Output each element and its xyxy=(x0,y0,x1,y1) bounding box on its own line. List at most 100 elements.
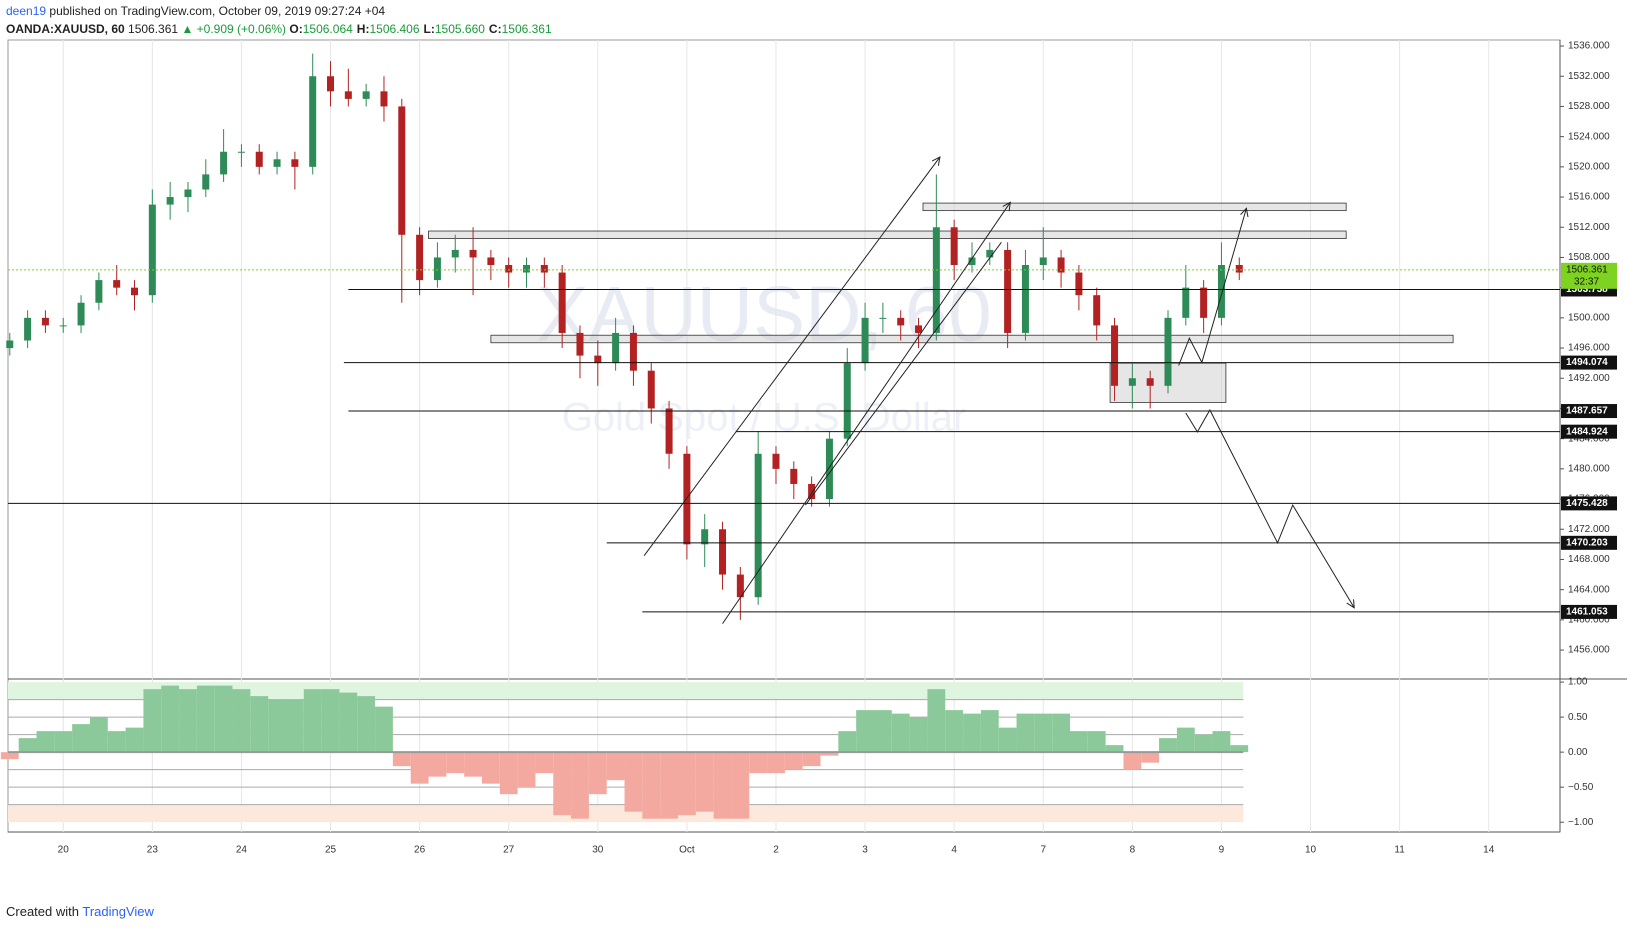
x-tick-label: 24 xyxy=(236,845,248,856)
candle-body xyxy=(808,483,816,500)
header: deen19 published on TradingView.com, Oct… xyxy=(6,2,556,38)
candle-body xyxy=(1093,295,1101,326)
candle-body xyxy=(1146,378,1154,386)
indicator-bar xyxy=(0,752,19,760)
candle-body xyxy=(683,453,691,545)
candle-body xyxy=(451,249,459,258)
y-tick-label: 1512.000 xyxy=(1568,222,1610,233)
candle-body xyxy=(986,249,994,258)
candle-body xyxy=(24,317,32,341)
candle-body xyxy=(416,234,424,281)
indicator-bar xyxy=(945,710,964,753)
candle-body xyxy=(380,91,388,107)
ohlc: O:1506.064 H:1506.406 L:1505.660 C:1506.361 xyxy=(289,22,555,36)
candle-body xyxy=(327,76,335,92)
indicator-bar xyxy=(980,710,999,753)
candle-body xyxy=(273,159,281,167)
candle-body xyxy=(701,529,709,545)
x-tick-label: 9 xyxy=(1219,845,1225,856)
y-tick-label: 1524.000 xyxy=(1568,131,1610,142)
candle-body xyxy=(113,280,121,288)
ohlc-key: L: xyxy=(423,22,435,36)
indicator-bar xyxy=(339,692,358,753)
indicator-bar xyxy=(1212,731,1231,753)
candle-body xyxy=(6,340,14,349)
footer: Created with TradingView xyxy=(6,904,154,919)
trendline xyxy=(804,242,1002,506)
x-tick-label: 25 xyxy=(325,845,337,856)
indicator-bar xyxy=(731,752,750,819)
candle-body xyxy=(1235,264,1243,273)
candle-body xyxy=(77,302,85,326)
y-tick-label: 1.00 xyxy=(1568,677,1588,688)
candle-body xyxy=(1075,272,1083,296)
indicator-bar xyxy=(873,710,892,753)
indicator-bar xyxy=(1159,738,1177,753)
candle-body xyxy=(1004,249,1012,333)
indicator-bar xyxy=(535,752,554,774)
candle-body xyxy=(915,325,923,333)
zone xyxy=(428,230,1347,239)
y-tick-label: 1484.000 xyxy=(1568,433,1610,444)
indicator-bar xyxy=(143,689,162,753)
x-tick-label: Oct xyxy=(679,845,695,856)
indicator-bar xyxy=(927,689,946,753)
ohlc-key: C: xyxy=(488,22,502,36)
x-tick-label: 30 xyxy=(592,845,604,856)
indicator-bar xyxy=(749,752,768,774)
indicator-bar xyxy=(891,713,910,753)
candle-body xyxy=(790,468,798,484)
candle-body xyxy=(291,159,299,167)
zone xyxy=(922,202,1347,212)
indicator-bar xyxy=(588,752,607,795)
candle-body xyxy=(665,408,673,454)
y-tick-label: −0.50 xyxy=(1568,782,1594,793)
y-tick-label: −1.00 xyxy=(1568,817,1594,828)
trendline xyxy=(643,157,940,556)
y-tick-label: 1456.000 xyxy=(1568,645,1610,656)
candle-body xyxy=(487,257,495,265)
indicator-bar xyxy=(125,727,144,753)
candle-body xyxy=(719,529,727,575)
indicator-bar xyxy=(713,752,732,819)
candle-body xyxy=(594,355,602,364)
indicator-bar xyxy=(179,689,197,753)
indicator-bar xyxy=(856,710,874,753)
indicator-bar xyxy=(428,752,447,777)
indicator-bar xyxy=(357,696,376,753)
candle-body xyxy=(950,227,958,265)
candle-body xyxy=(879,317,887,319)
indicator-bar xyxy=(285,699,304,753)
publisher[interactable]: deen19 xyxy=(6,4,47,18)
level-label: 1461.053 xyxy=(1566,607,1608,618)
candle-body xyxy=(772,453,780,469)
candle-body xyxy=(95,280,103,303)
watermark-sub: Gold Spot / U.S. Dollar xyxy=(562,396,967,440)
y-tick-label: 0.00 xyxy=(1568,747,1588,758)
indicator-bar xyxy=(767,752,785,774)
candle-body xyxy=(861,317,869,364)
indicator-bar xyxy=(481,752,500,784)
candle-body xyxy=(362,91,370,99)
candle-body xyxy=(237,151,245,153)
candle-body xyxy=(647,370,655,409)
y-tick-label: 1528.000 xyxy=(1568,101,1610,112)
trendline xyxy=(722,202,1011,624)
indicator-bar xyxy=(499,752,518,795)
y-tick-label: 1500.000 xyxy=(1568,312,1610,323)
x-tick-label: 4 xyxy=(951,845,957,856)
candle-body xyxy=(897,317,905,326)
indicator-bar xyxy=(54,731,73,753)
ohlc-value: 1506.361 xyxy=(501,22,552,36)
candle-body xyxy=(1128,378,1136,386)
y-tick-label: 1536.000 xyxy=(1568,41,1610,52)
candle-body xyxy=(1217,264,1225,318)
ohlc-value: 1506.406 xyxy=(369,22,420,36)
indicator-bar xyxy=(784,752,803,770)
indicator-bar xyxy=(1123,752,1142,770)
level-label-bg xyxy=(1561,424,1617,439)
ohlc-key: H: xyxy=(356,22,370,36)
candle-body xyxy=(1039,257,1047,265)
brand[interactable]: TradingView xyxy=(82,904,154,919)
indicator-bar xyxy=(1141,752,1160,763)
